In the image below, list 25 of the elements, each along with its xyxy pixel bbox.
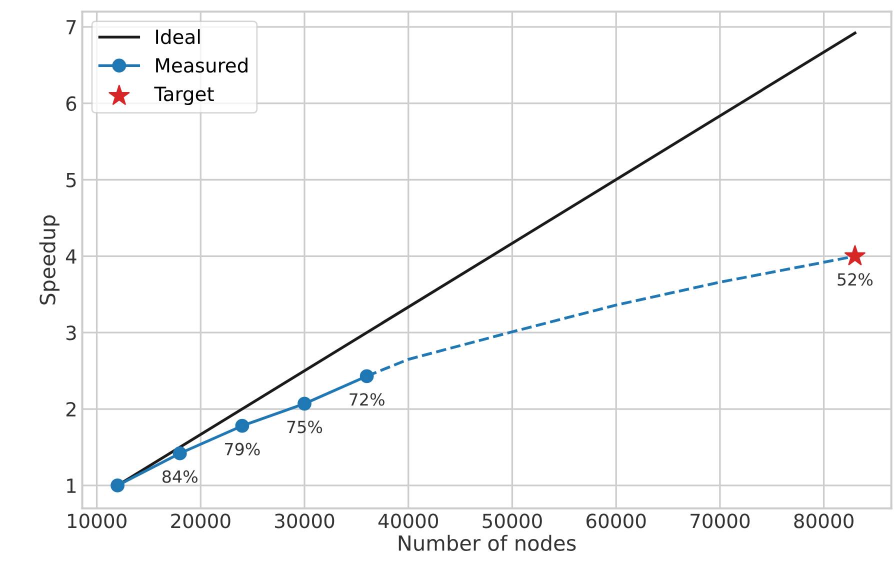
legend-label: Measured — [156, 58, 248, 73]
x-tick-label: 60000 — [586, 514, 646, 528]
y-tick-label: 7 — [66, 20, 76, 34]
x-tick-label: 40000 — [378, 514, 438, 528]
y-axis-title: Speedup — [39, 215, 60, 304]
x-tick-label: 20000 — [171, 514, 230, 528]
y-tick-label: 3 — [66, 326, 76, 340]
y-tick-label: 4 — [66, 249, 76, 264]
x-tick-label: 80000 — [794, 514, 854, 528]
y-tick-label: 5 — [66, 172, 76, 188]
annotation: 52% — [838, 273, 873, 286]
x-axis-title: Number of nodes — [398, 534, 576, 551]
annotation: 72% — [350, 393, 384, 406]
annotation: 84% — [162, 470, 198, 483]
x-tick-label: 70000 — [690, 514, 750, 528]
legend-label: Ideal — [156, 29, 200, 44]
annotation: 79% — [225, 442, 260, 456]
annotation: 75% — [287, 420, 322, 434]
y-tick-label: 1 — [67, 478, 76, 493]
x-tick-label: 10000 — [68, 514, 126, 528]
y-tick-label: 6 — [66, 96, 76, 111]
y-tick-label: 2 — [66, 402, 76, 416]
x-tick-label: 30000 — [275, 514, 334, 528]
legend-label: Target — [154, 86, 214, 106]
x-tick-label: 50000 — [482, 514, 542, 528]
